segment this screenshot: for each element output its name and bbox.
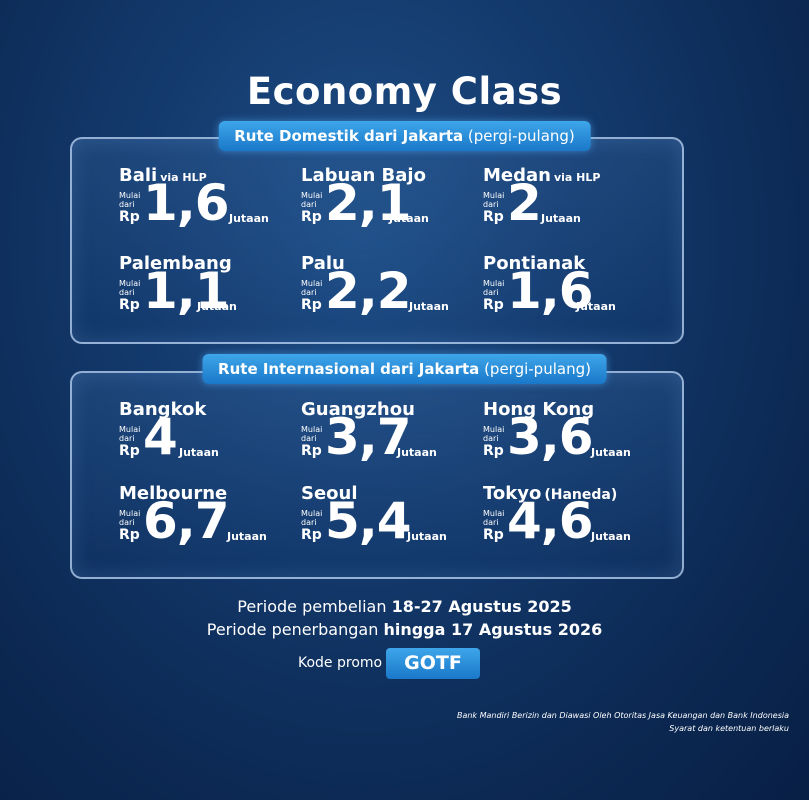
route-city: Melbourne [119, 483, 228, 504]
route-city: Bali via HLP [119, 165, 207, 186]
promo-label: Kode promo [298, 655, 383, 671]
route-card-tokyo: Tokyo (Haneda) Mulai dari Rp 4,6 Jutaan [483, 483, 663, 563]
price-unit: Jutaan [591, 530, 631, 543]
route-price: 1,6 [507, 262, 594, 320]
currency-label: Rp [483, 297, 504, 313]
route-price: 3,6 [507, 408, 594, 466]
price-unit: Jutaan [389, 212, 429, 225]
price-unit: Jutaan [229, 212, 269, 225]
price-prefix: Mulai dari [301, 509, 323, 527]
route-card-labuan-bajo: Labuan Bajo Mulai dari Rp 2,1 Jutaan [301, 165, 481, 245]
route-card-bangkok: Bangkok Mulai dari Rp 4 Jutaan [119, 399, 299, 479]
route-city: Medan via HLP [483, 165, 601, 186]
domestic-routes-heading: Rute Domestik dari Jakarta (pergi-pulang… [218, 121, 591, 151]
price-unit: Jutaan [591, 446, 631, 459]
price-prefix: Mulai dari [483, 279, 505, 297]
currency-label: Rp [301, 443, 322, 459]
route-price: 2,1 [325, 174, 412, 232]
flight-period: Periode penerbangan hingga 17 Agustus 20… [206, 620, 603, 639]
route-price: 2 [507, 174, 542, 232]
currency-label: Rp [119, 527, 140, 543]
route-city: Palembang [119, 253, 232, 274]
route-city: Pontianak [483, 253, 586, 274]
currency-label: Rp [483, 527, 504, 543]
price-unit: Jutaan [407, 530, 447, 543]
route-price: 4,6 [507, 492, 594, 550]
currency-label: Rp [301, 527, 322, 543]
purchase-period: Periode pembelian 18-27 Agustus 2025 [237, 597, 572, 616]
price-unit: Jutaan [409, 300, 449, 313]
currency-label: Rp [301, 297, 322, 313]
route-city: Seoul [301, 483, 358, 504]
route-card-guangzhou: Guangzhou Mulai dari Rp 3,7 Jutaan [301, 399, 481, 479]
price-unit: Jutaan [227, 530, 267, 543]
price-prefix: Mulai dari [119, 279, 141, 297]
route-card-pontianak: Pontianak Mulai dari Rp 1,6 Jutaan [483, 253, 663, 333]
route-city: Tokyo (Haneda) [483, 483, 618, 504]
route-price: 3,7 [325, 408, 412, 466]
price-unit: Jutaan [576, 300, 616, 313]
route-card-palu: Palu Mulai dari Rp 2,2 Jutaan [301, 253, 481, 333]
price-prefix: Mulai dari [301, 191, 323, 209]
currency-label: Rp [483, 209, 504, 225]
international-routes-heading: Rute Internasional dari Jakarta (pergi-p… [202, 354, 607, 384]
price-prefix: Mulai dari [483, 509, 505, 527]
price-prefix: Mulai dari [119, 425, 141, 443]
price-prefix: Mulai dari [119, 509, 141, 527]
route-card-melbourne: Melbourne Mulai dari Rp 6,7 Jutaan [119, 483, 299, 563]
price-unit: Jutaan [541, 212, 581, 225]
price-prefix: Mulai dari [483, 425, 505, 443]
route-price: 1,1 [143, 262, 230, 320]
route-price: 5,4 [325, 492, 412, 550]
route-card-seoul: Seoul Mulai dari Rp 5,4 Jutaan [301, 483, 481, 563]
route-price: 6,7 [143, 492, 230, 550]
page-title: Economy Class [246, 70, 563, 113]
route-price: 1,6 [143, 174, 230, 232]
price-unit: Jutaan [197, 300, 237, 313]
currency-label: Rp [119, 443, 140, 459]
international-routes-panel: Bangkok Mulai dari Rp 4 Jutaan Guangzhou … [70, 371, 684, 579]
route-card-palembang: Palembang Mulai dari Rp 1,1 Jutaan [119, 253, 299, 333]
route-city: Guangzhou [301, 399, 415, 420]
price-prefix: Mulai dari [119, 191, 141, 209]
route-price: 4 [143, 408, 178, 466]
price-unit: Jutaan [179, 446, 219, 459]
route-city: Bangkok [119, 399, 207, 420]
currency-label: Rp [301, 209, 322, 225]
promo-code: GOTF [386, 648, 480, 679]
domestic-routes-panel: Bali via HLP Mulai dari Rp 1,6 Jutaan Labu… [70, 137, 684, 344]
price-prefix: Mulai dari [301, 279, 323, 297]
route-city: Palu [301, 253, 345, 274]
price-prefix: Mulai dari [301, 425, 323, 443]
price-unit: Jutaan [397, 446, 437, 459]
currency-label: Rp [119, 297, 140, 313]
route-city: Hong Kong [483, 399, 595, 420]
route-card-bali: Bali via HLP Mulai dari Rp 1,6 Jutaan [119, 165, 299, 245]
currency-label: Rp [119, 209, 140, 225]
footer-terms: Syarat dan ketentuan berlaku [669, 724, 789, 733]
route-price: 2,2 [325, 262, 412, 320]
price-prefix: Mulai dari [483, 191, 505, 209]
route-card-hong-kong: Hong Kong Mulai dari Rp 3,6 Jutaan [483, 399, 663, 479]
route-card-medan: Medan via HLP Mulai dari Rp 2 Jutaan [483, 165, 663, 245]
route-city: Labuan Bajo [301, 165, 426, 186]
currency-label: Rp [483, 443, 504, 459]
footer-disclaimer: Bank Mandiri Berizin dan Diawasi Oleh Ot… [456, 711, 789, 720]
